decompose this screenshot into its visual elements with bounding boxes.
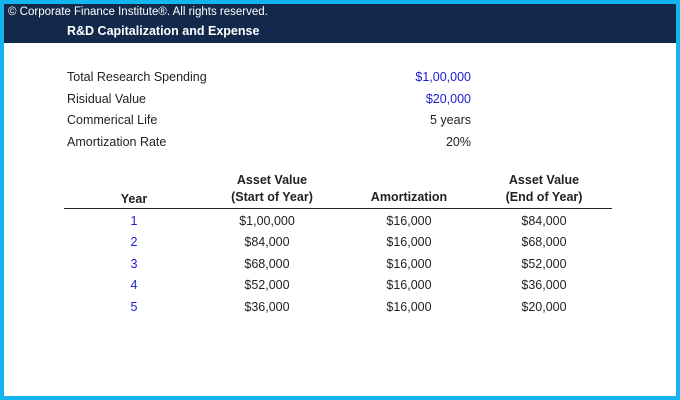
cell-amortization[interactable]: $16,000 — [386, 235, 432, 249]
page-title: R&D Capitalization and Expense — [67, 24, 260, 38]
cell-year[interactable]: 1 — [130, 214, 138, 228]
cell-year[interactable]: 5 — [130, 300, 138, 314]
col-header-end-line2: (End of Year) — [505, 190, 583, 204]
param-value-residual[interactable]: $20,000 — [425, 92, 471, 106]
param-value-spending[interactable]: $1,00,000 — [415, 70, 471, 84]
spreadsheet: © Corporate Finance Institute®. All righ… — [4, 4, 676, 396]
param-label-life: Commerical Life — [67, 113, 158, 127]
cell-end-value[interactable]: $68,000 — [521, 235, 567, 249]
col-header-start-line1: Asset Value — [236, 173, 308, 187]
col-header-start-line2: (Start of Year) — [231, 190, 313, 204]
param-value-life[interactable]: 5 years — [430, 113, 471, 127]
cell-start-value[interactable]: $52,000 — [244, 278, 290, 292]
cell-end-value[interactable]: $52,000 — [521, 257, 567, 271]
col-header-end-line1: Asset Value — [508, 173, 580, 187]
header-divider — [64, 208, 612, 209]
cell-start-value[interactable]: $1,00,000 — [239, 214, 295, 228]
cell-year[interactable]: 3 — [130, 257, 138, 271]
cell-amortization[interactable]: $16,000 — [386, 214, 432, 228]
cell-start-value[interactable]: $68,000 — [244, 257, 290, 271]
cell-year[interactable]: 2 — [130, 235, 138, 249]
cell-end-value[interactable]: $20,000 — [521, 300, 567, 314]
param-label-rate: Amortization Rate — [67, 135, 167, 149]
cell-year[interactable]: 4 — [130, 278, 138, 292]
param-label-residual: Risidual Value — [67, 92, 146, 106]
cell-amortization[interactable]: $16,000 — [386, 278, 432, 292]
col-header-end: Asset Value (End of Year) — [484, 172, 604, 206]
cell-end-value[interactable]: $36,000 — [521, 278, 567, 292]
cell-start-value[interactable]: $84,000 — [244, 235, 290, 249]
copyright-text: © Corporate Finance Institute®. All righ… — [8, 6, 268, 18]
cell-start-value[interactable]: $36,000 — [244, 300, 290, 314]
col-header-amortization: Amortization — [370, 190, 448, 204]
param-value-rate[interactable]: 20% — [445, 135, 471, 149]
col-header-year: Year — [120, 192, 148, 206]
col-header-start: Asset Value (Start of Year) — [207, 172, 337, 206]
param-label-spending: Total Research Spending — [67, 70, 207, 84]
cell-amortization[interactable]: $16,000 — [386, 257, 432, 271]
cell-end-value[interactable]: $84,000 — [521, 214, 567, 228]
cell-amortization[interactable]: $16,000 — [386, 300, 432, 314]
header-bar: © Corporate Finance Institute®. All righ… — [4, 4, 676, 43]
